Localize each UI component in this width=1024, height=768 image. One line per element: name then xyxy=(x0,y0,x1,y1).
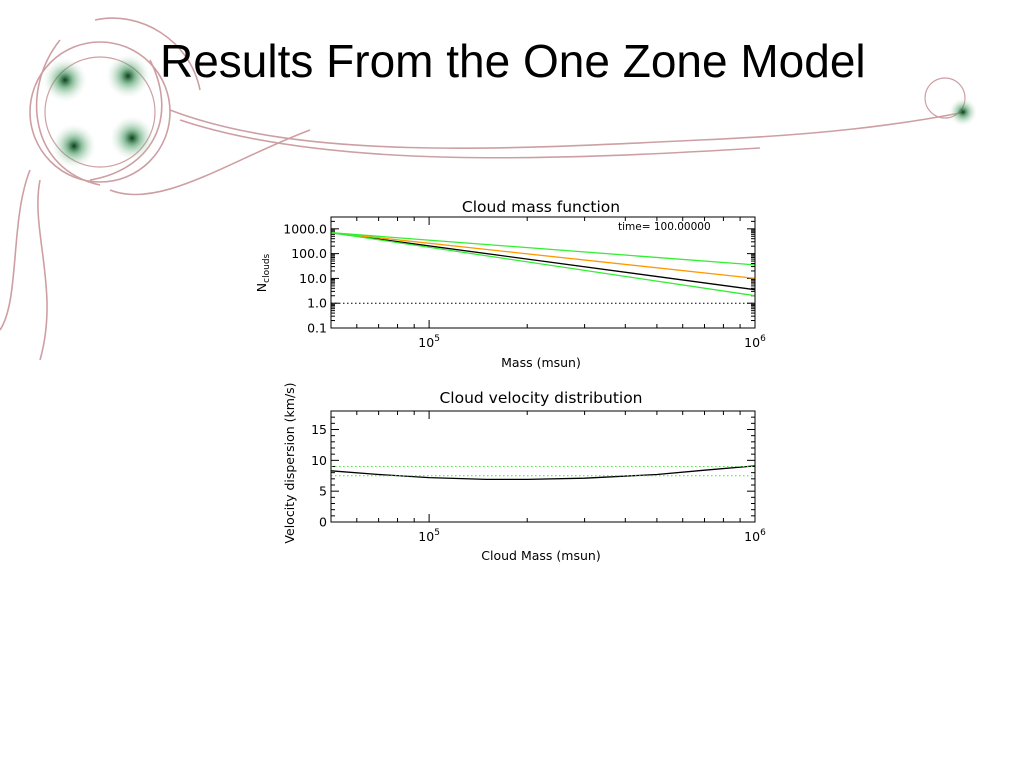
y-tick-label: 10.0 xyxy=(299,271,327,286)
plot-layer: 105 106 1000.0 100.0 10.0 1.0 0.1 xyxy=(283,216,766,350)
time-annotation: time= 100.00000 xyxy=(618,221,711,233)
series-line xyxy=(330,232,756,266)
x-tick-label: 105 xyxy=(418,528,440,544)
slide-title: Results From the One Zone Model xyxy=(160,35,866,87)
chart-title: Cloud mass function xyxy=(462,198,620,216)
plot-frame xyxy=(330,410,756,523)
plot-frame xyxy=(330,216,756,329)
y-tick-label: 1.0 xyxy=(307,296,327,311)
y-tick-label: 1000.0 xyxy=(283,221,327,236)
series-line xyxy=(330,232,756,291)
x-axis-label: Mass (msun) xyxy=(501,355,581,370)
charts-figure: Cloud mass function 105 1061000.0100.010.… xyxy=(254,198,766,563)
y-axis-label-main: N xyxy=(254,283,269,292)
y-tick-label: 5 xyxy=(319,484,327,499)
y-tick-label: 15 xyxy=(311,422,327,437)
y-tick-label: 0.1 xyxy=(307,321,327,336)
x-axis-label: Cloud Mass (msun) xyxy=(481,548,600,563)
y-tick-label: 10 xyxy=(311,453,327,468)
y-tick-label: 100.0 xyxy=(291,246,327,261)
y-axis-label: Nclouds xyxy=(254,253,272,292)
mass-function-chart: Cloud mass function 105 106 1000.0 100.0 10.… xyxy=(254,198,766,370)
y-axis-label: Velocity dispersion (km/s) xyxy=(282,382,297,543)
y-axis-label-subscript: clouds xyxy=(262,253,272,282)
x-tick-label: 105 xyxy=(418,334,440,350)
y-tick-label: 0 xyxy=(319,515,327,530)
velocity-distribution-chart: Cloud velocity distribution 105 106151050… xyxy=(282,382,766,563)
series-line xyxy=(330,232,756,280)
series-line xyxy=(330,232,756,297)
chart-title: Cloud velocity distribution xyxy=(439,389,642,407)
series-line xyxy=(330,465,756,481)
x-tick-label: 106 xyxy=(744,528,766,544)
x-tick-label: 106 xyxy=(744,334,766,350)
